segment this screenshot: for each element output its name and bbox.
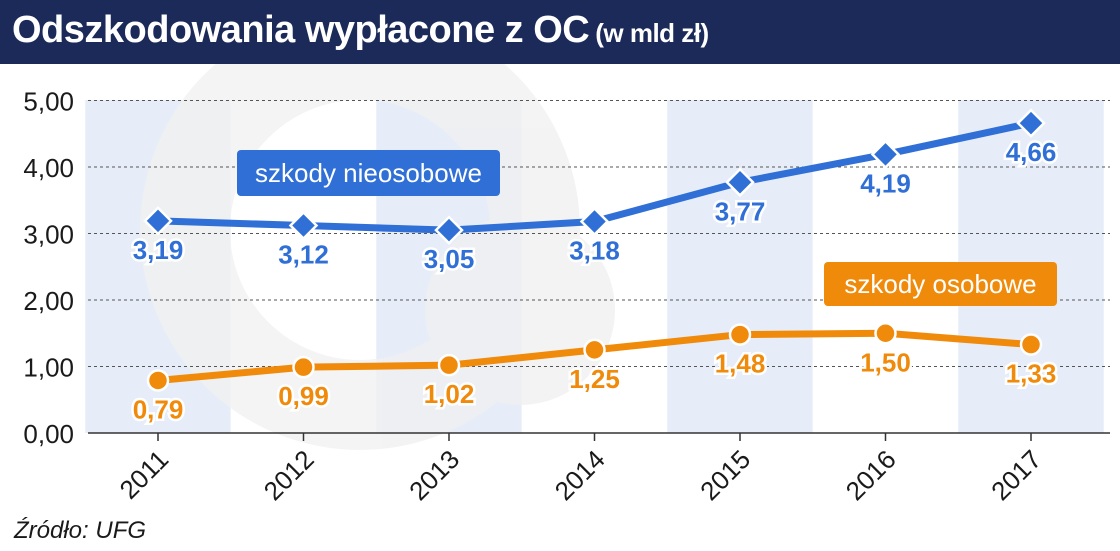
title-bar: Odszkodowania wypłacone z OC (w mld zł) <box>0 0 1120 64</box>
watermark-logo <box>140 64 615 450</box>
chart-title-unit: (w mld zł) <box>595 18 709 48</box>
legend-osobowe: szkody osobowe <box>824 262 1057 306</box>
series-nieosobowe: 3,19 3,12 3,05 3,18 3,77 4,19 4,66 <box>130 108 1059 277</box>
column-stripe <box>667 100 813 433</box>
data-point <box>1016 108 1046 138</box>
data-point <box>292 355 315 379</box>
watermark-dot <box>425 215 615 405</box>
legend-nieosobowe: szkody nieosobowe <box>237 150 500 196</box>
y-tick-label: 4,00 <box>23 153 74 183</box>
data-label: 4,19 <box>860 168 911 198</box>
y-tick-label: 5,00 <box>23 87 74 117</box>
legend-label: szkody nieosobowe <box>255 158 482 188</box>
line-chart: 0,00 1,00 2,00 3,00 4,00 5,00 2011 2012 2013 2014… <box>23 64 1110 506</box>
x-tick-label: 2013 <box>403 444 465 506</box>
y-tick-label: 0,00 <box>23 419 74 449</box>
data-label: 3,19 <box>133 235 184 265</box>
data-point <box>725 167 755 198</box>
legend-box <box>824 262 1057 306</box>
data-point <box>146 369 170 392</box>
x-tick-label: 2012 <box>258 444 320 506</box>
data-point <box>728 323 752 346</box>
legend-box <box>237 150 500 196</box>
chart-title-text: Odszkodowania wypłacone z OC <box>12 9 590 51</box>
x-tick-label: 2017 <box>985 444 1047 506</box>
data-point <box>288 210 319 241</box>
source-note: Źródło: UFG <box>14 517 147 544</box>
x-tick-label: 2011 <box>113 444 174 505</box>
data-point <box>434 215 464 245</box>
data-label: 1,25 <box>569 364 620 394</box>
data-label: 4,66 <box>1006 137 1057 167</box>
data-label: 3,05 <box>424 244 475 274</box>
data-point <box>143 206 173 236</box>
data-label: 1,50 <box>860 347 911 377</box>
x-tick-label: 2015 <box>694 444 756 506</box>
data-point <box>583 338 606 362</box>
y-tick-label: 1,00 <box>23 353 74 383</box>
chart-title: Odszkodowania wypłacone z OC (w mld zł) <box>12 9 709 52</box>
data-label: 1,33 <box>1006 359 1057 389</box>
y-tick-label: 3,00 <box>23 220 74 250</box>
data-label: 3,18 <box>569 236 620 266</box>
x-axis: 2011 2012 2013 2014 2015 2016 2017 <box>113 433 1047 506</box>
data-point <box>1019 333 1043 356</box>
y-tick-label: 2,00 <box>23 286 74 316</box>
data-label: 3,77 <box>715 196 766 226</box>
data-point <box>579 206 610 237</box>
legend-label: szkody osobowe <box>844 269 1036 299</box>
data-label: 0,99 <box>278 381 329 411</box>
data-point <box>437 353 461 377</box>
data-label: 3,12 <box>278 240 329 270</box>
x-tick-label: 2016 <box>840 444 902 506</box>
data-label: 1,48 <box>715 349 766 379</box>
data-label: 0,79 <box>133 394 184 424</box>
data-label: 1,02 <box>424 379 475 409</box>
data-point <box>874 322 897 345</box>
data-point <box>870 139 901 170</box>
series-osobowe: 0,79 0,99 1,02 1,25 1,48 1,50 1,33 <box>130 322 1059 427</box>
x-tick-label: 2014 <box>549 444 611 506</box>
